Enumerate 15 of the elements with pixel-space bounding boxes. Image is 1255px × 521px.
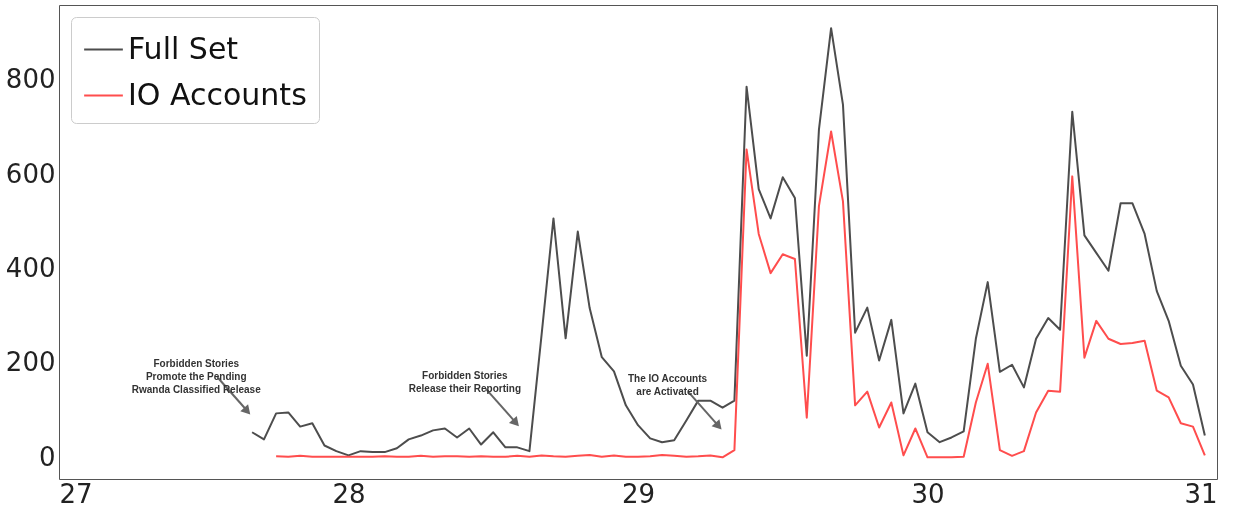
- legend-label: IO Accounts: [128, 76, 307, 112]
- y-tick-label: 800: [5, 64, 56, 95]
- x-tick-label: 31: [1184, 478, 1218, 509]
- legend-label: Full Set: [128, 30, 239, 66]
- y-tick-label: 0: [38, 441, 56, 472]
- x-tick-label: 30: [911, 478, 945, 509]
- annotation: Forbidden Stories Release their Reporting: [408, 369, 522, 394]
- y-tick-label: 600: [5, 158, 56, 189]
- y-tick-label: 400: [5, 252, 56, 283]
- x-tick-label: 29: [621, 478, 656, 509]
- x-tick-label: 27: [59, 478, 93, 509]
- annotation: The IO Accounts are Activated: [627, 373, 708, 398]
- x-tick-label: 28: [332, 478, 366, 509]
- y-tick-label: 200: [5, 347, 56, 378]
- line-series: [275, 130, 1206, 459]
